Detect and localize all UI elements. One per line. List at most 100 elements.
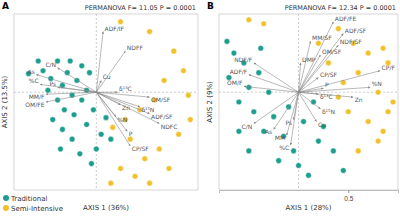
- figure: ADF/IFNDFFCuAs%CC/NMM/FOM/FEPsδ¹³COM/SFZ…: [0, 0, 400, 218]
- tick: 0.5: [344, 190, 353, 202]
- loading-label: CP/F: [382, 64, 396, 71]
- point: [35, 58, 41, 64]
- point: [89, 161, 95, 167]
- loading-arrow: [299, 34, 344, 93]
- legend-swatch: [3, 205, 9, 211]
- plot-area: [219, 14, 398, 190]
- loading-arrow: [96, 32, 103, 93]
- legend-swatch: [3, 195, 9, 201]
- loading-label: NDFF: [127, 44, 144, 51]
- tick-mark: [348, 190, 349, 193]
- point: [118, 166, 124, 172]
- point: [365, 50, 371, 56]
- loading-arrow: [96, 92, 159, 123]
- point: [69, 136, 75, 142]
- point: [296, 163, 302, 169]
- loading-arrow: [274, 92, 299, 129]
- point: [87, 70, 93, 76]
- point: [166, 166, 172, 172]
- legend-label: Traditional: [10, 195, 48, 203]
- loading-arrow: [96, 92, 140, 107]
- point: [341, 168, 347, 174]
- loading-arrow: [299, 92, 321, 109]
- loading-label: ADF/SF: [345, 27, 367, 34]
- point: [156, 146, 162, 152]
- point: [67, 58, 73, 64]
- loading-label: OM/SF: [322, 48, 342, 55]
- vectors: [244, 22, 380, 145]
- point: [365, 119, 371, 125]
- point: [301, 119, 307, 125]
- loading-label: OM/F: [227, 79, 243, 86]
- point: [271, 114, 277, 120]
- point: [251, 109, 257, 115]
- point: [161, 78, 167, 84]
- point: [390, 99, 396, 105]
- series: [246, 17, 396, 154]
- legend-label: Semi-Intensive: [11, 205, 63, 213]
- axis-line: [220, 191, 399, 194]
- loading-arrow: [299, 87, 371, 92]
- loading-label: C/N: [45, 61, 56, 68]
- loading-arrow: [299, 63, 301, 92]
- loading-label: ADF/FE: [335, 15, 357, 22]
- point: [306, 173, 312, 179]
- point: [142, 156, 148, 162]
- point: [147, 180, 153, 186]
- loading-arrow: [254, 63, 299, 92]
- point: [110, 125, 116, 131]
- loading-label: C/N: [242, 123, 253, 130]
- loading-label: MM: [275, 134, 285, 141]
- loading-arrow: [96, 92, 130, 146]
- point: [186, 92, 192, 98]
- point: [336, 94, 342, 100]
- loading-label: %C: [29, 77, 39, 84]
- point: [224, 39, 230, 45]
- point: [79, 63, 85, 69]
- loading-label: Ps: [49, 80, 56, 87]
- point: [77, 151, 83, 157]
- loading-arrow: [96, 92, 127, 131]
- point: [103, 115, 109, 121]
- series: [108, 19, 193, 186]
- loading-label: DMP: [302, 56, 316, 63]
- point: [246, 17, 252, 23]
- point: [132, 174, 138, 180]
- point: [385, 109, 391, 115]
- loading-label: MM/SF: [312, 34, 332, 41]
- panel: 0.5ADF/FEADF/SFMM/SFNDF/SFOM/SFDMPNDF/FA…: [206, 1, 399, 212]
- loading-label: As: [28, 68, 35, 75]
- point: [91, 107, 97, 113]
- point: [79, 97, 85, 103]
- loading-arrow: [36, 75, 96, 93]
- loading-label: ADF/SF: [151, 113, 173, 120]
- loading-label: δ¹³C: [119, 85, 132, 92]
- loading-label: NDFC: [161, 123, 178, 130]
- point: [316, 138, 322, 144]
- point: [336, 26, 342, 32]
- point: [246, 148, 252, 154]
- point: [108, 180, 114, 186]
- loading-label: P: [129, 130, 133, 137]
- point: [71, 112, 77, 118]
- loading-label: CP/SF: [320, 71, 338, 78]
- point: [171, 48, 177, 54]
- loading-label: Ps: [285, 119, 292, 126]
- point: [108, 136, 114, 142]
- point: [355, 70, 361, 76]
- point: [58, 146, 64, 152]
- point: [236, 99, 242, 105]
- point: [98, 131, 104, 137]
- series: [26, 58, 114, 166]
- origin-line-x: [96, 14, 97, 190]
- vector-labels: ADF/FEADF/SFMM/SFNDF/SFOM/SFDMPNDF/FADF/…: [227, 15, 395, 151]
- panel-title: A: [2, 1, 9, 11]
- loading-label: δ¹³C: [320, 93, 333, 100]
- point: [258, 45, 264, 51]
- point: [326, 60, 332, 66]
- tick-label: 0.5: [344, 195, 353, 202]
- point: [84, 122, 90, 128]
- loading-label: %N: [117, 116, 127, 123]
- loading-label: OM/SF: [151, 96, 171, 103]
- loading-label: ADF/F: [230, 68, 248, 75]
